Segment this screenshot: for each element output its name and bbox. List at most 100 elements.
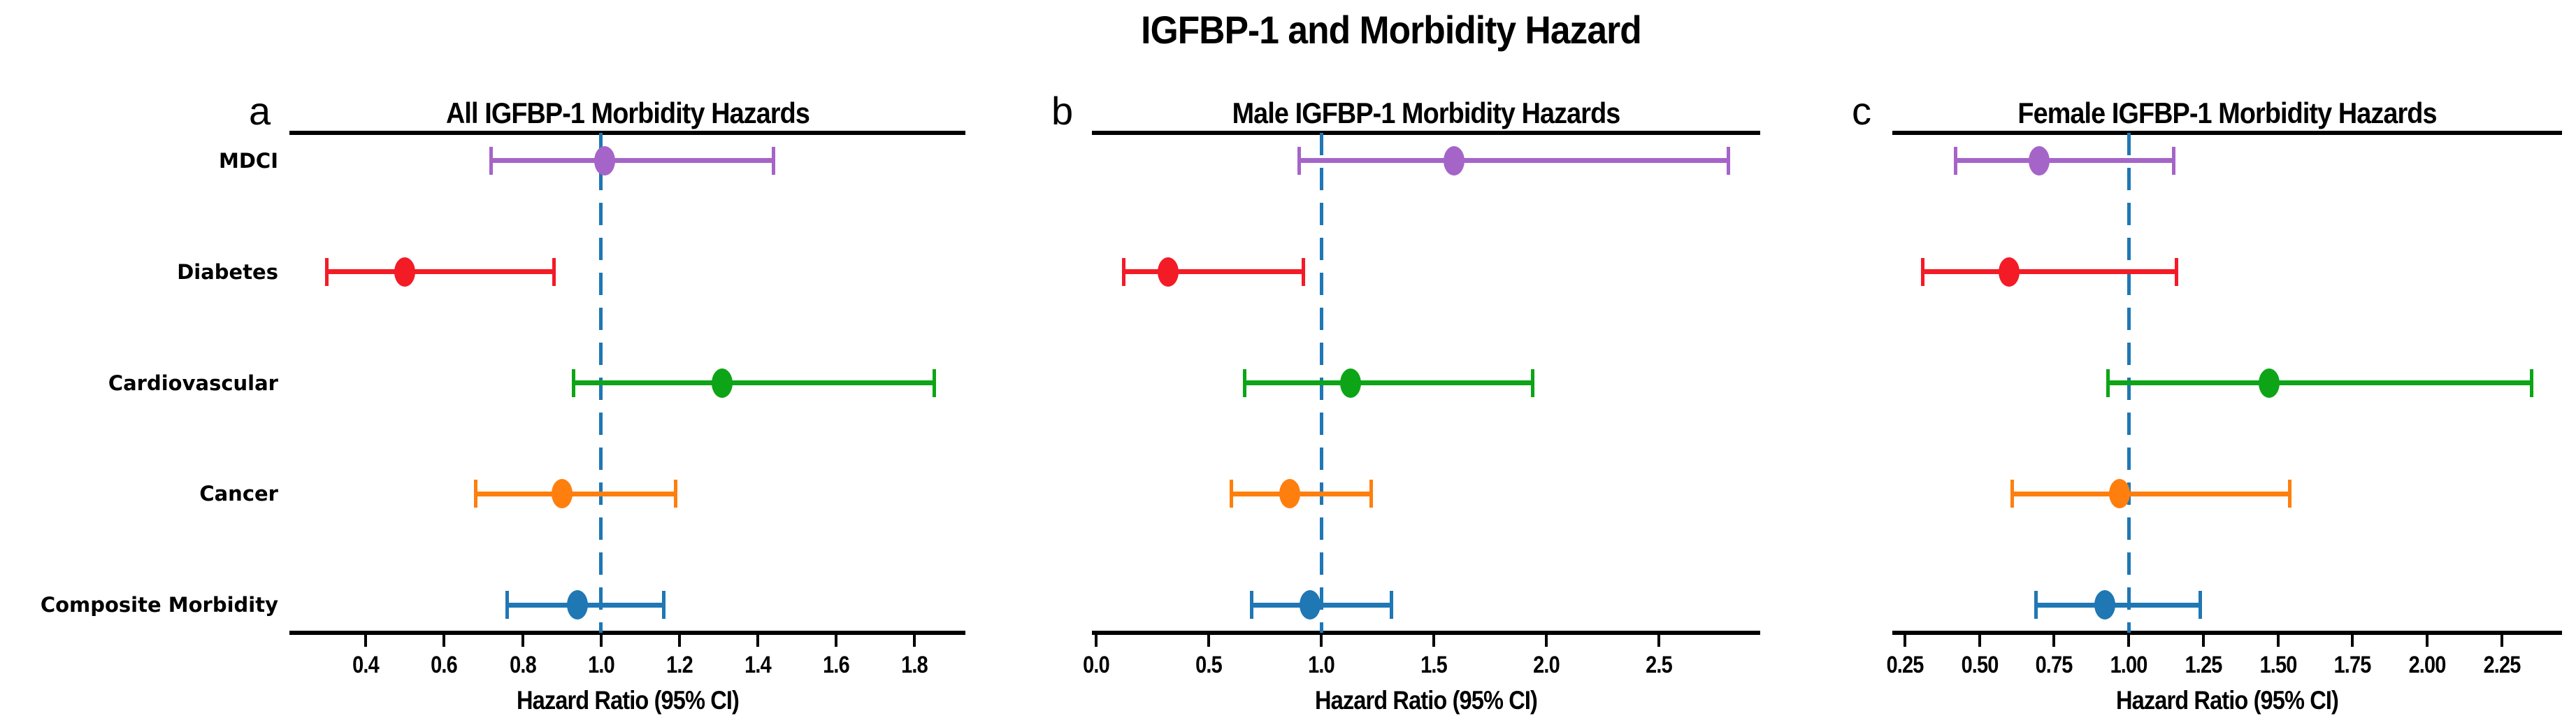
ci-cap-low xyxy=(2106,368,2110,397)
ci-cap-high xyxy=(1369,480,1373,508)
ci-cap-high xyxy=(1389,591,1393,620)
x-axis-tick-label: 0.50 xyxy=(1961,652,1999,678)
hr-point-diabetes xyxy=(394,257,416,287)
panel-title: All IGFBP-1 Morbidity Hazards xyxy=(445,96,810,129)
ci-cap-low xyxy=(473,480,477,508)
x-axis-tick xyxy=(1207,635,1211,647)
ci-cap-high xyxy=(1302,257,1306,286)
panel-letter: c xyxy=(1852,89,1871,133)
x-axis-tick xyxy=(756,635,759,647)
x-axis-tick xyxy=(2351,635,2354,647)
bottom-spine xyxy=(289,631,965,635)
x-axis-tick xyxy=(1545,635,1548,647)
ci-cap-low xyxy=(2034,591,2038,620)
ci-cap-low xyxy=(571,368,575,397)
hr-point-composite-morbidity xyxy=(1300,590,1321,620)
ci-cap-high xyxy=(932,368,936,397)
ci-bar-mdci xyxy=(1955,158,2174,164)
x-axis-tick-label: 0.0 xyxy=(1083,652,1110,678)
category-label: Cardiovascular xyxy=(108,371,278,395)
category-label: Composite Morbidity xyxy=(40,593,278,617)
ci-cap-low xyxy=(1297,146,1301,175)
hr-point-mdci xyxy=(2029,145,2050,176)
ci-cap-low xyxy=(1921,257,1925,286)
ci-bar-cancer xyxy=(2012,491,2290,496)
hr-point-cancer xyxy=(2109,479,2131,509)
ci-cap-high xyxy=(2171,146,2175,175)
top-spine xyxy=(1892,131,2562,135)
ci-cap-high xyxy=(2174,257,2178,286)
ci-cap-low xyxy=(2010,480,2015,508)
x-axis-tick-label: 1.2 xyxy=(665,652,693,678)
x-axis-tick-label: 1.5 xyxy=(1420,652,1448,678)
ci-bar-mdci xyxy=(491,158,774,164)
x-axis-tick-label: 1.4 xyxy=(744,652,771,678)
x-axis-tick-label: 2.5 xyxy=(1646,652,1672,678)
x-axis-tick xyxy=(1657,635,1661,647)
x-axis-tick xyxy=(2127,635,2131,647)
x-axis-tick-label: 0.5 xyxy=(1195,652,1223,678)
x-axis-tick xyxy=(599,635,603,647)
panel-title: Male IGFBP-1 Morbidity Hazards xyxy=(1232,96,1621,129)
ci-bar-diabetes xyxy=(1123,269,1304,275)
x-axis-tick xyxy=(2201,635,2205,647)
x-axis-tick xyxy=(913,635,916,647)
ci-bar-cardiovascular xyxy=(2108,380,2532,385)
bottom-spine xyxy=(1092,631,1760,635)
ci-bar-cancer xyxy=(1231,491,1372,496)
x-axis-tick-label: 1.0 xyxy=(587,652,614,678)
ci-cap-high xyxy=(552,257,556,286)
ci-cap-low xyxy=(1250,591,1254,620)
x-axis-tick-label: 1.8 xyxy=(901,652,928,678)
ci-bar-diabetes xyxy=(1922,269,2177,275)
x-axis-tick xyxy=(1095,635,1098,647)
x-axis-tick-label: 1.75 xyxy=(2333,652,2372,678)
x-axis-tick xyxy=(2276,635,2280,647)
ci-cap-low xyxy=(1230,480,1234,508)
x-axis-tick-label: 1.0 xyxy=(1308,652,1335,678)
hr-point-cardiovascular xyxy=(712,368,733,398)
x-axis-tick xyxy=(442,635,446,647)
ci-cap-high xyxy=(2199,591,2203,620)
ci-cap-low xyxy=(1954,146,1957,175)
x-axis-tick-label: 0.4 xyxy=(352,652,380,678)
x-axis-tick xyxy=(1903,635,1906,647)
ci-cap-high xyxy=(2529,368,2533,397)
hr-point-mdci xyxy=(594,145,616,176)
ci-cap-high xyxy=(1531,368,1535,397)
x-axis-tick xyxy=(1978,635,1981,647)
x-axis-tick-label: 1.6 xyxy=(823,652,849,678)
ci-cap-high xyxy=(1727,146,1731,175)
hr-point-cardiovascular xyxy=(1340,368,1362,398)
hr-point-cancer xyxy=(551,479,573,509)
ci-bar-cardiovascular xyxy=(1244,380,1533,385)
x-axis-tick-label: 0.6 xyxy=(431,652,458,678)
x-axis-tick-label: 2.00 xyxy=(2408,652,2447,678)
bottom-spine xyxy=(1892,631,2562,635)
hr-point-diabetes xyxy=(1158,257,1179,287)
ci-bar-cancer xyxy=(475,491,676,496)
hr-point-composite-morbidity xyxy=(567,590,589,620)
x-axis-tick xyxy=(2500,635,2503,647)
x-axis-tick xyxy=(835,635,837,647)
x-axis-tick xyxy=(2426,635,2429,647)
top-spine xyxy=(289,131,965,135)
x-axis-tick-label: 1.25 xyxy=(2185,652,2222,678)
x-axis-tick-label: 1.50 xyxy=(2259,652,2297,678)
panel-letter: b xyxy=(1051,89,1074,133)
category-label: MDCI xyxy=(218,148,278,173)
x-axis-tick xyxy=(677,635,681,647)
x-axis-tick xyxy=(2052,635,2056,647)
ci-cap-high xyxy=(771,146,775,175)
figure-title: IGFBP-1 and Morbidity Hazard xyxy=(1141,8,1642,52)
x-axis-label: Hazard Ratio (95% CI) xyxy=(2115,686,2339,715)
category-label: Diabetes xyxy=(177,259,278,284)
ci-bar-composite-morbidity xyxy=(2036,602,2201,608)
ci-bar-diabetes xyxy=(326,269,554,275)
top-spine xyxy=(1092,131,1760,135)
ci-cap-high xyxy=(2288,480,2292,508)
hr-point-cardiovascular xyxy=(2258,368,2280,398)
ci-cap-low xyxy=(324,257,329,286)
